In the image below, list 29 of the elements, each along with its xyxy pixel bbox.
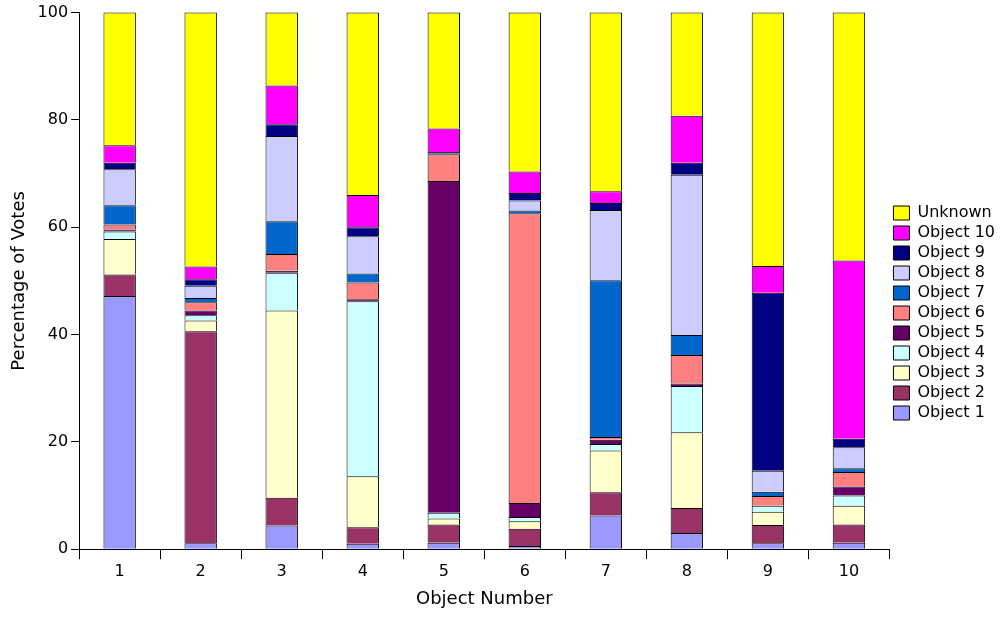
y-tick-label: 40 [47, 323, 69, 343]
x-tick-label: 4 [357, 560, 368, 580]
x-tick-label: 3 [276, 560, 287, 580]
x-tick-label: 10 [838, 560, 860, 580]
y-tick-label: 80 [47, 109, 69, 129]
x-tick-label: 6 [519, 560, 530, 580]
x-tick-label: 8 [681, 560, 692, 580]
legend-label: Object 1 [917, 402, 985, 422]
legend-label: Object 5 [917, 322, 985, 342]
x-tick-label: 1 [114, 560, 125, 580]
x-tick-label: 7 [600, 560, 611, 580]
x-tick-label: 5 [438, 560, 449, 580]
legend-label: Object 2 [917, 382, 985, 402]
legend-label: Object 8 [917, 262, 985, 282]
legend-label: Object 9 [917, 242, 985, 262]
x-tick-label: 2 [195, 560, 206, 580]
legend-label: Object 3 [917, 362, 985, 382]
legend-label: Object 7 [917, 282, 985, 302]
legend-label: Unknown [917, 202, 992, 222]
legend-label: Object 10 [917, 222, 996, 242]
y-axis-title: Percentage of Votes [7, 191, 29, 371]
legend-label: Object 4 [917, 342, 985, 362]
x-axis-title: Object Number [415, 586, 554, 608]
y-tick-label: 0 [57, 538, 69, 558]
legend-label: Object 6 [917, 302, 985, 322]
x-tick-label: 9 [762, 560, 773, 580]
y-tick-label: 60 [47, 216, 69, 236]
y-tick-label: 20 [47, 431, 69, 451]
y-tick-label: 100 [37, 1, 69, 21]
